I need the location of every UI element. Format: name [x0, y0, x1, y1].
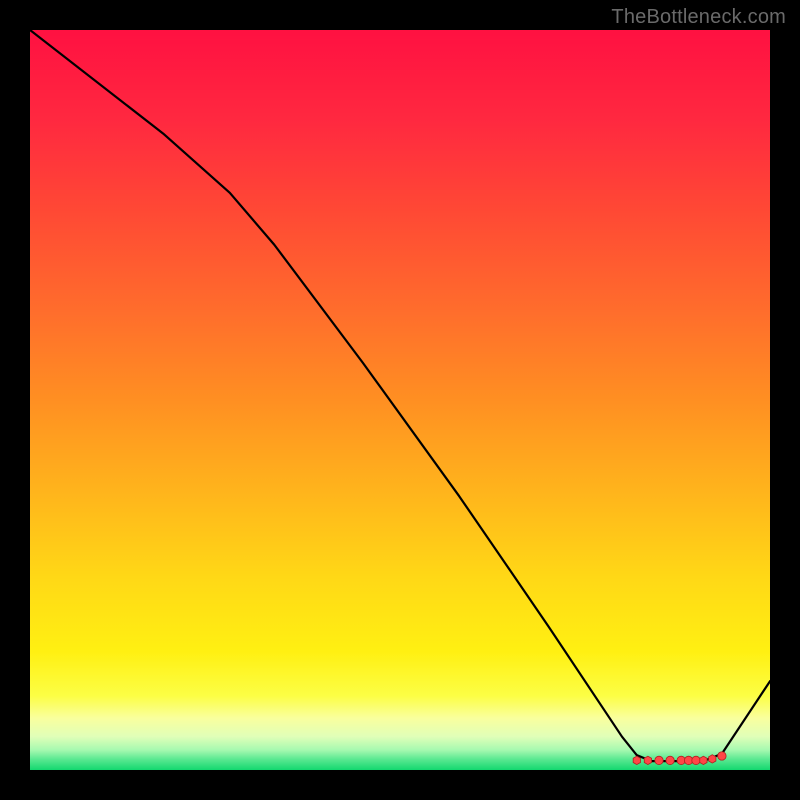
marker-point [633, 756, 640, 764]
marker-point [700, 756, 707, 764]
marker-point [655, 756, 663, 764]
marker-point [709, 755, 716, 763]
marker-point [644, 756, 651, 764]
marker-point [692, 756, 700, 764]
marker-point [718, 752, 726, 760]
chart-background [30, 30, 770, 770]
attribution-text: TheBottleneck.com [611, 6, 786, 29]
bottleneck-chart [30, 30, 770, 770]
marker-point [666, 756, 674, 764]
